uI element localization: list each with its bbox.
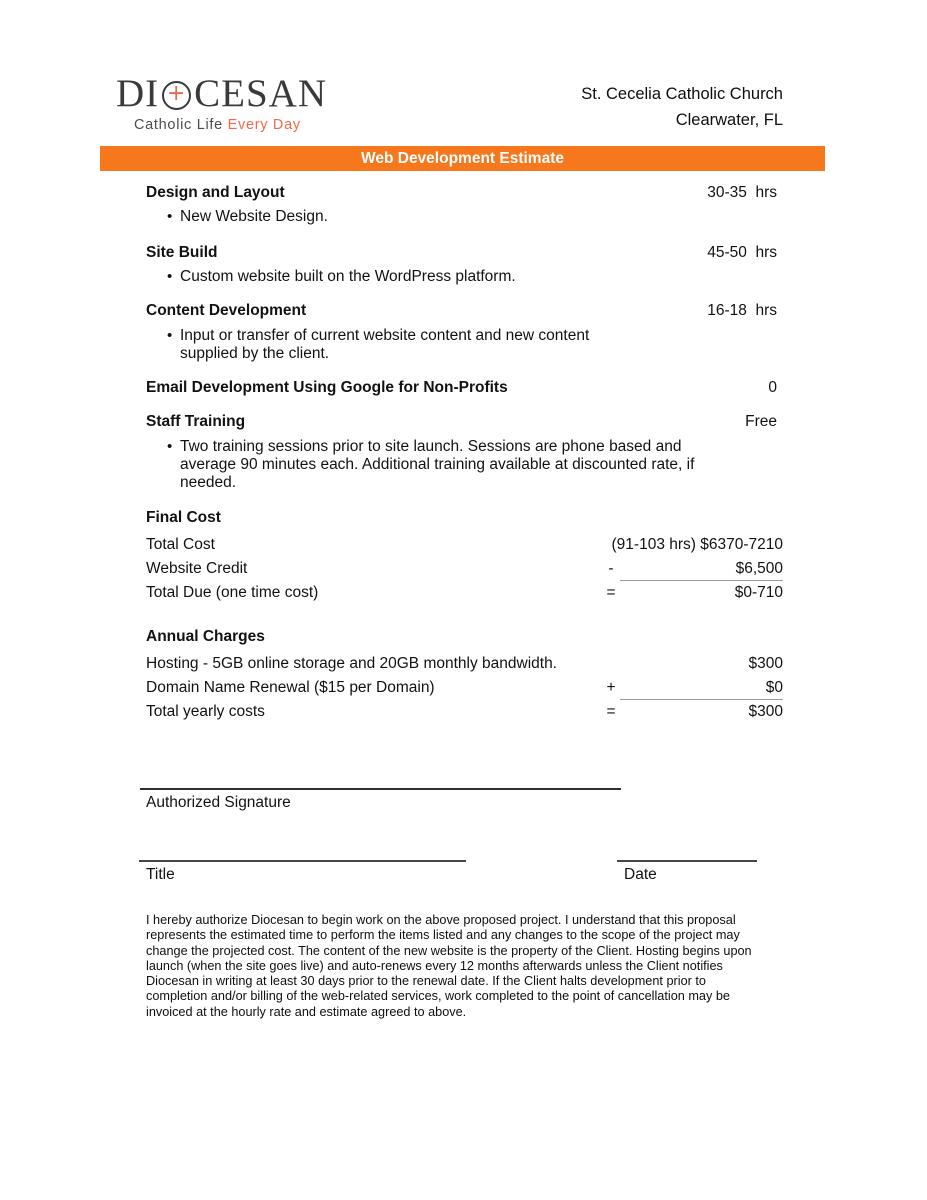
cost-label: Domain Name Renewal ($15 per Domain) <box>146 678 435 696</box>
bullet-text: Custom website built on the WordPress pl… <box>180 268 516 285</box>
date-label: Date <box>624 866 657 883</box>
section-title: Content Development <box>146 302 307 319</box>
section-site-build: Site Build 45-50 hrs • Custom website bu… <box>146 244 777 286</box>
cost-label: Total Due (one time cost) <box>146 584 319 601</box>
cost-amount: $300 <box>748 703 783 720</box>
bullet-item: • New Website Design. <box>146 208 777 226</box>
bullet-text: needed. <box>180 474 237 491</box>
cost-amount: (91-103 hrs) $6370-7210 <box>611 536 783 553</box>
cost-row-website-credit: Website Credit - $6,500 <box>146 557 783 581</box>
cost-operator: - <box>608 559 614 577</box>
section-design-and-layout: Design and Layout 30-35 hrs • New Websit… <box>146 184 777 226</box>
cost-label: Total yearly costs <box>146 703 265 720</box>
bullet-text: Input or transfer of current website con… <box>180 327 590 344</box>
title-line <box>139 860 466 862</box>
cost-amount: $300 <box>748 655 783 672</box>
authorization-disclaimer: I hereby authorize Diocesan to begin wor… <box>146 913 814 1020</box>
bullet-dot-icon: • <box>167 438 173 455</box>
bullet-item: • Input or transfer of current website c… <box>146 327 777 363</box>
bullet-dot-icon: • <box>167 208 173 225</box>
tagline-gray: Catholic Life <box>134 117 228 133</box>
section-hours: 30-35 hrs <box>707 184 777 201</box>
authorized-signature-label: Authorized Signature <box>146 794 291 811</box>
section-hours: 0 <box>768 379 777 396</box>
cost-label: Hosting - 5GB online storage and 20GB mo… <box>146 655 557 672</box>
annual-charges-heading: Annual Charges <box>146 628 265 645</box>
document-title-banner: Web Development Estimate <box>100 146 825 171</box>
bullet-dot-icon: • <box>167 327 173 344</box>
bullet-text: New Website Design. <box>180 208 328 225</box>
bullet-text: supplied by the client. <box>180 345 330 362</box>
bullet-text: average 90 minutes each. Additional trai… <box>180 456 695 473</box>
cost-label: Website Credit <box>146 559 248 577</box>
cross-circle-icon: + <box>162 80 192 110</box>
client-location: Clearwater, FL <box>675 110 783 129</box>
client-name: St. Cecelia Catholic Church <box>581 85 783 103</box>
cost-label: Total Cost <box>146 536 215 553</box>
title-label: Title <box>146 866 175 883</box>
disclaimer-line: represents the estimated time to perform… <box>146 928 740 943</box>
diocesan-logo: DI + CESAN Catholic Life Every Day <box>116 74 327 134</box>
cost-row-total-due: Total Due (one time cost) = $0-710 <box>146 581 783 605</box>
logo-word-start: DI <box>116 72 160 115</box>
section-hours: 45-50 hrs <box>707 244 777 261</box>
cost-amount: $0-710 <box>734 584 783 601</box>
authorized-signature-line <box>140 788 621 790</box>
cost-operator: = <box>606 584 616 601</box>
disclaimer-line: launch (when the site goes live) and aut… <box>146 958 723 973</box>
disclaimer-line: completion and/or billing of the web-rel… <box>146 989 730 1004</box>
section-title: Design and Layout <box>146 184 285 201</box>
logo-wordmark: DI + CESAN <box>116 74 327 114</box>
final-cost-block: Final Cost Total Cost (91-103 hrs) $6370… <box>146 509 783 605</box>
section-title: Staff Training <box>146 413 246 430</box>
disclaimer-line: invoiced at the hourly rate and estimate… <box>146 1004 467 1019</box>
cost-row-domain-renewal: Domain Name Renewal ($15 per Domain) + $… <box>146 676 783 700</box>
cost-operator: + <box>606 678 616 696</box>
cost-operator: = <box>606 703 616 720</box>
cost-row-total-cost: Total Cost (91-103 hrs) $6370-7210 <box>146 533 783 557</box>
section-title: Email Development Using Google for Non-P… <box>146 379 508 396</box>
client-info: St. Cecelia Catholic Church Clearwater, … <box>581 82 783 133</box>
section-staff-training: Staff Training Free • Two training sessi… <box>146 413 777 492</box>
bullet-text: Two training sessions prior to site laun… <box>180 438 682 455</box>
cost-amount: $6,500 <box>620 557 783 581</box>
date-line <box>617 860 757 862</box>
section-content-development: Content Development 16-18 hrs • Input or… <box>146 302 777 363</box>
cost-operator <box>602 652 620 676</box>
final-cost-heading: Final Cost <box>146 509 221 526</box>
cost-row-total-yearly: Total yearly costs = $300 <box>146 700 783 724</box>
section-email-development: Email Development Using Google for Non-P… <box>146 379 777 397</box>
disclaimer-line: Diocesan in writing at least 30 days pri… <box>146 974 706 989</box>
disclaimer-line: change the projected cost. The content o… <box>146 943 752 958</box>
annual-charges-block: Annual Charges Hosting - 5GB online stor… <box>146 628 783 724</box>
disclaimer-line: I hereby authorize Diocesan to begin wor… <box>146 913 736 927</box>
section-hours: 16-18 hrs <box>707 302 777 319</box>
logo-tagline: Catholic Life Every Day <box>134 117 327 133</box>
section-title: Site Build <box>146 244 218 261</box>
logo-word-end: CESAN <box>194 72 328 115</box>
bullet-item: • Two training sessions prior to site la… <box>146 438 777 492</box>
bullet-dot-icon: • <box>167 268 173 285</box>
section-hours: Free <box>745 413 777 430</box>
cost-row-hosting: Hosting - 5GB online storage and 20GB mo… <box>146 652 783 676</box>
cross-icon: + <box>166 81 187 106</box>
cost-amount: $0 <box>620 676 783 700</box>
bullet-item: • Custom website built on the WordPress … <box>146 268 777 286</box>
tagline-orange: Every Day <box>227 117 301 133</box>
cost-operator <box>594 533 612 557</box>
